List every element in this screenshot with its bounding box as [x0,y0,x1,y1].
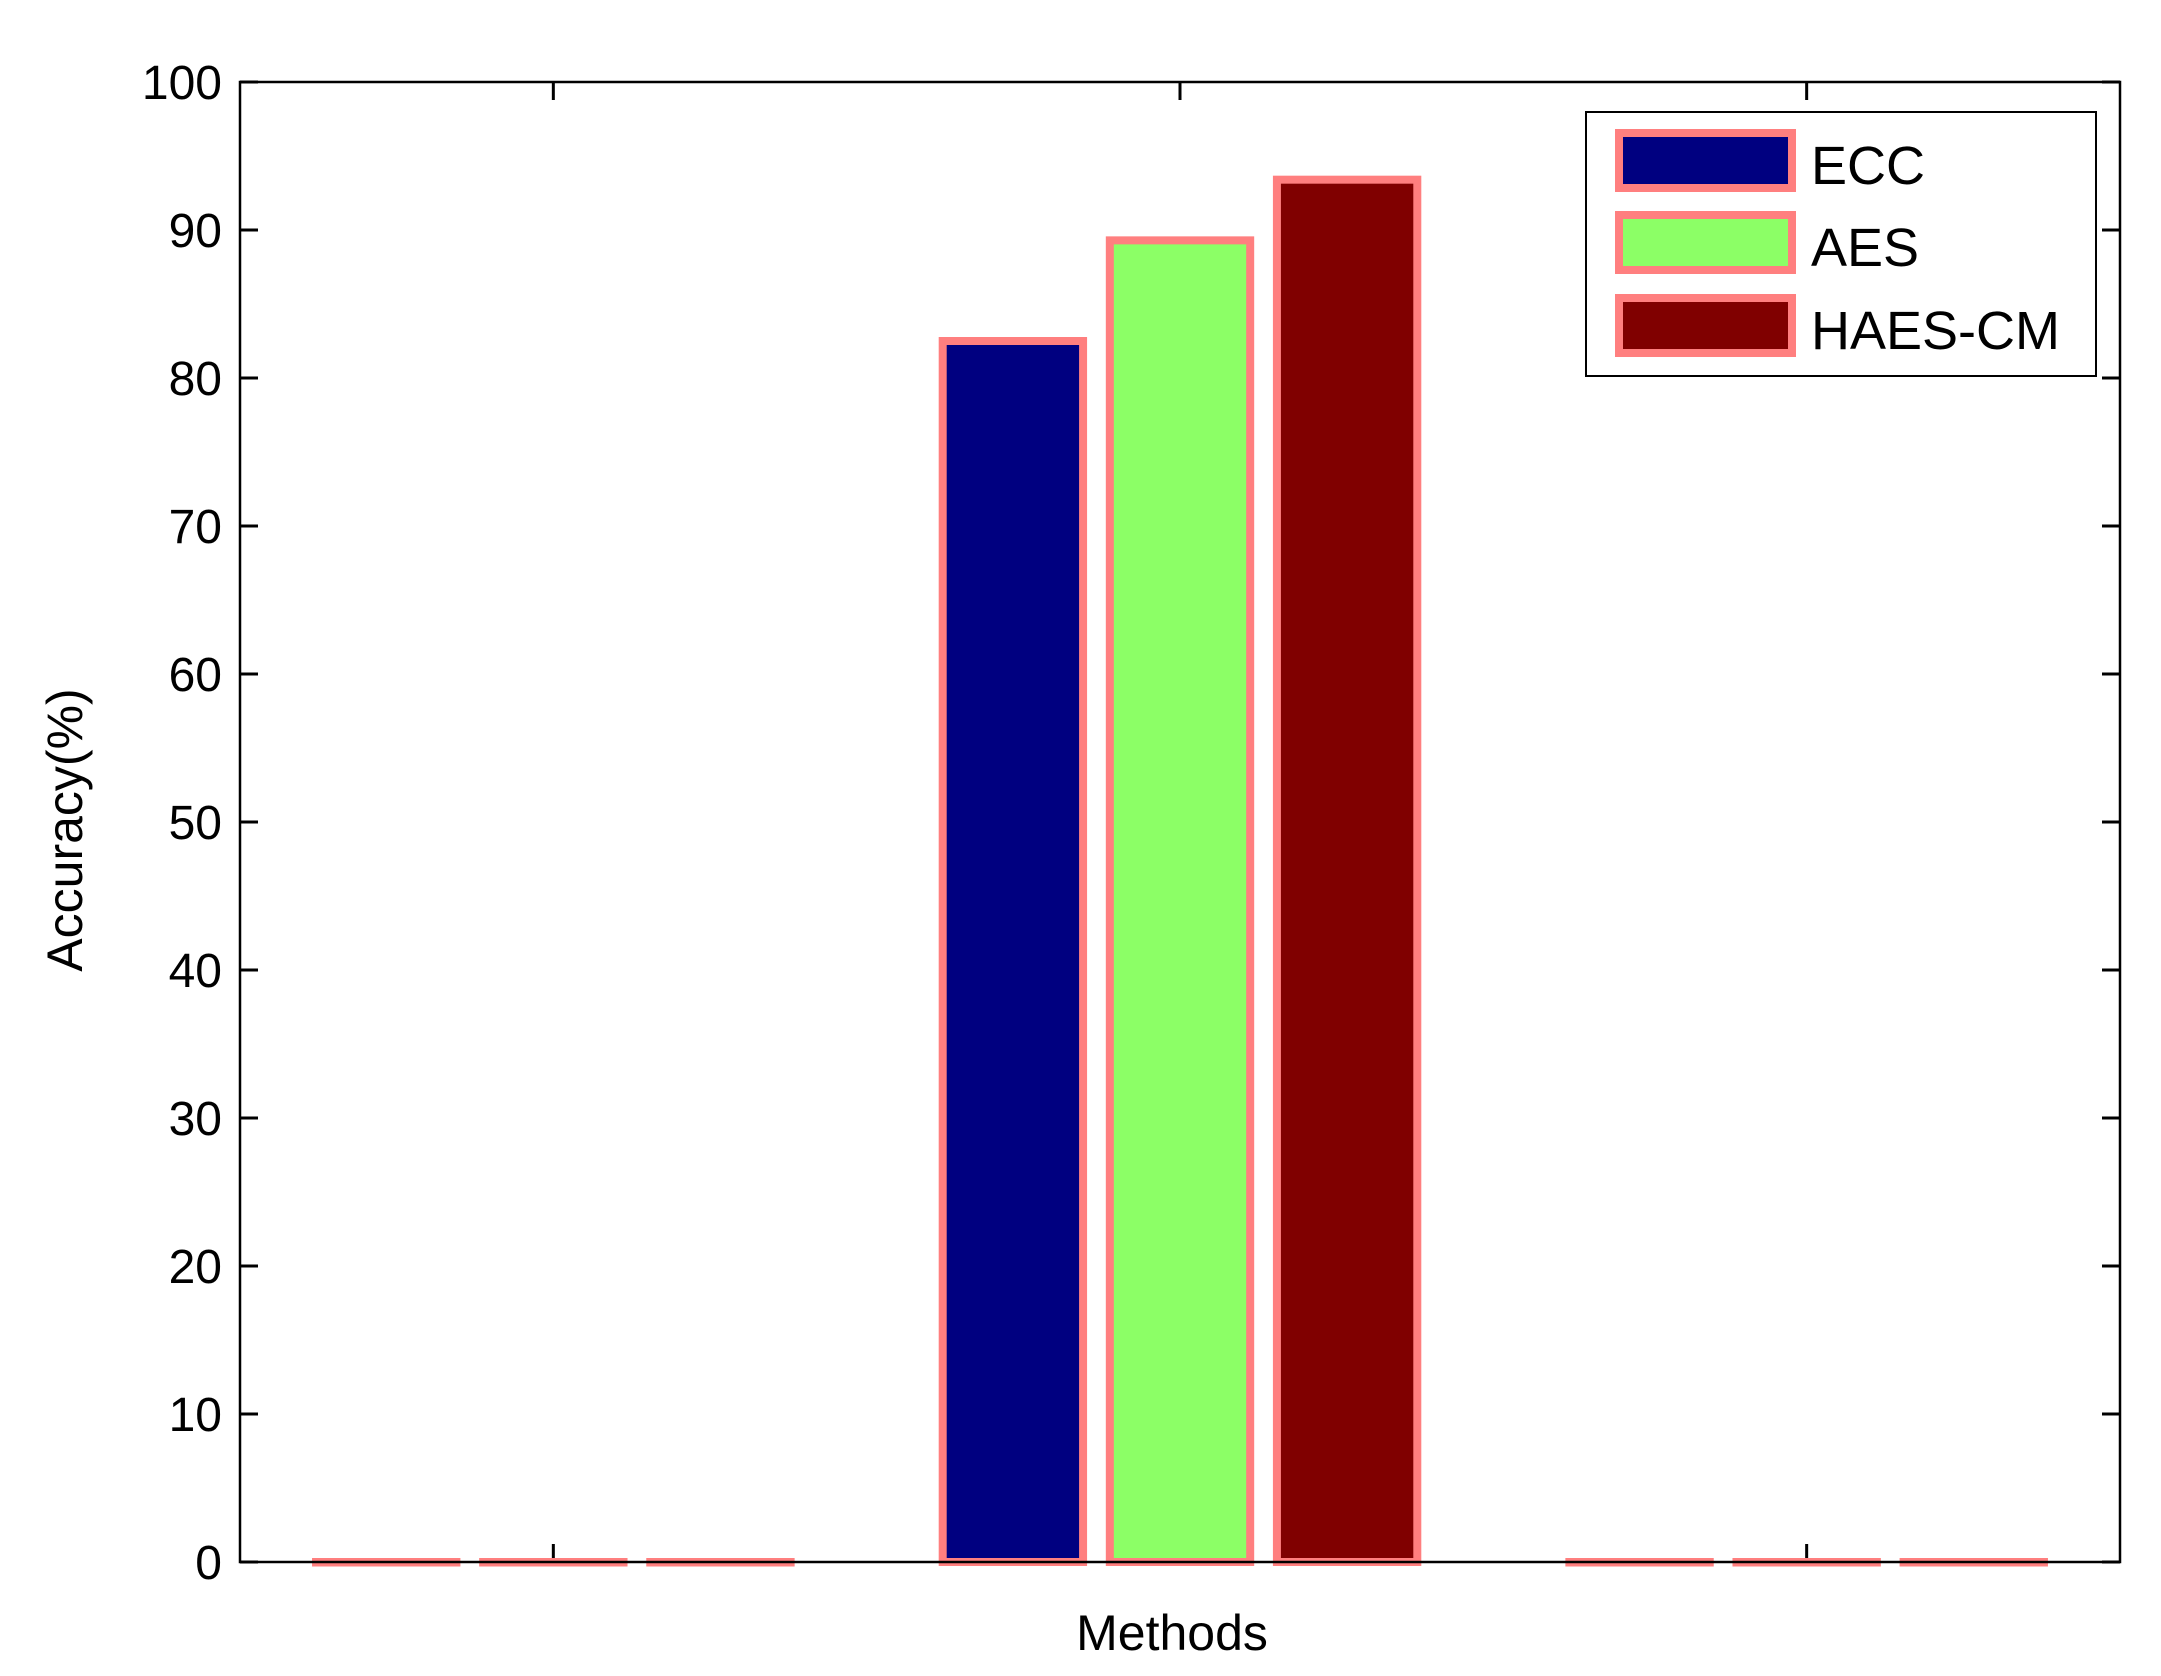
y-tick-label: 60 [169,649,222,702]
x-axis-label: Methods [1076,1605,1268,1661]
y-tick-label: 20 [169,1241,222,1294]
bars [312,175,2048,1567]
y-tick-label: 90 [169,205,222,258]
legend-label-haes-cm: HAES-CM [1811,301,2060,361]
y-tick-labels: 0 10 20 30 40 50 60 70 80 90 100 [142,57,222,1590]
y-tick-label: 80 [169,353,222,406]
bar-haes-cm-1 [1272,175,1422,1566]
y-tick-label: 30 [169,1093,222,1146]
bar-aes-1 [1105,236,1255,1567]
y-tick-label: 70 [169,501,222,554]
legend-label-aes: AES [1811,218,1919,278]
y-tick-label: 10 [169,1389,222,1442]
bar-ecc-1 [938,337,1088,1566]
y-tick-label: 0 [195,1537,222,1590]
legend-swatch-ecc [1615,129,1796,192]
legend-label-ecc: ECC [1811,136,1925,196]
legend: ECC AES HAES-CM [1585,111,2097,377]
axes-box [238,80,2122,1564]
y-tick-label: 40 [169,945,222,998]
y-axis-label: Accuracy(%) [37,688,93,971]
y-tick-label: 50 [169,797,222,850]
y-tick-label: 100 [142,57,222,110]
legend-swatch-aes [1615,211,1796,274]
legend-swatch-haes-cm [1615,294,1796,357]
